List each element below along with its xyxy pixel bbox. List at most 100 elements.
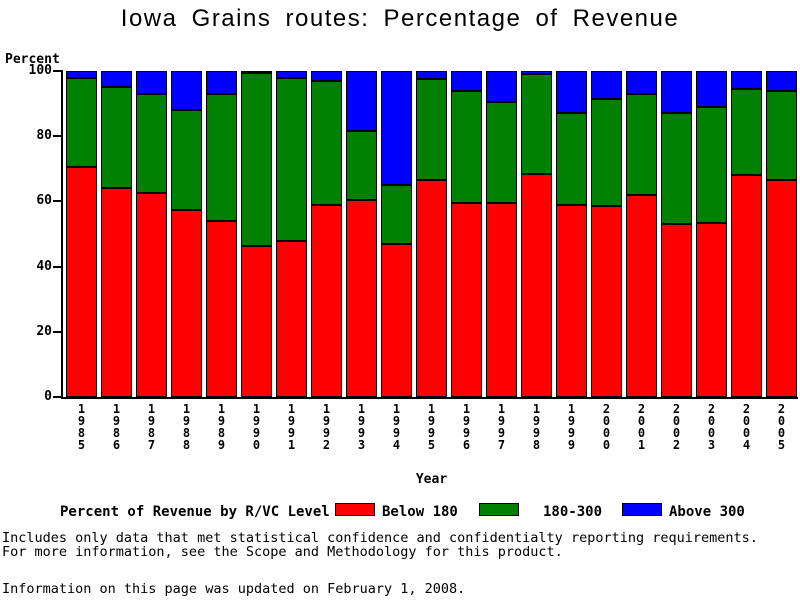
bar-segment-1992-180-300 (311, 80, 342, 205)
bar-1986 (101, 71, 132, 397)
y-tick-mark (53, 135, 61, 138)
x-tick-label-1985: 1 9 8 5 (77, 402, 86, 452)
bar-segment-1991-below-180 (276, 240, 307, 397)
legend-swatch-above-300 (622, 503, 662, 516)
bar-1993 (346, 71, 377, 397)
bar-1989 (206, 71, 237, 397)
bar-1994 (381, 71, 412, 397)
bar-2004 (731, 71, 762, 397)
bar-segment-2002-180-300 (661, 113, 692, 225)
bar-segment-1998-above-300 (521, 71, 552, 75)
bar-segment-1989-above-300 (206, 71, 237, 94)
bar-segment-1986-180-300 (101, 87, 132, 189)
bar-segment-1994-below-180 (381, 243, 412, 397)
x-tick-label-1997: 1 9 9 7 (497, 402, 506, 452)
bar-1999 (556, 71, 587, 397)
x-tick-label-2001: 2 0 0 1 (637, 402, 646, 452)
bar-segment-1999-above-300 (556, 71, 587, 114)
bar-segment-1995-180-300 (416, 79, 447, 181)
legend-swatch-180-300 (479, 503, 519, 516)
bar-segment-1987-below-180 (136, 193, 167, 397)
bar-segment-2002-below-180 (661, 224, 692, 397)
x-tick-label-1998: 1 9 9 8 (532, 402, 541, 452)
bar-segment-1987-180-300 (136, 93, 167, 194)
bar-segment-2005-below-180 (766, 180, 797, 397)
bar-segment-1988-above-300 (171, 71, 202, 111)
y-tick-label: 100 (28, 63, 52, 78)
x-tick-label-2002: 2 0 0 2 (672, 402, 681, 452)
x-tick-label-1999: 1 9 9 9 (567, 402, 576, 452)
bar-segment-1989-below-180 (206, 220, 237, 397)
x-axis-tick-labels: 1 9 8 5 1 9 8 6 1 9 8 7 1 9 8 8 1 9 8 9 1 9 9… (66, 403, 797, 451)
bar-segment-1996-below-180 (451, 203, 482, 397)
bar-segment-1998-below-180 (521, 173, 552, 397)
x-tick-label-1995: 1 9 9 5 (427, 402, 436, 452)
y-axis-title: Percent (5, 52, 60, 67)
bar-segment-1988-below-180 (171, 209, 202, 397)
chart-title: Iowa Grains routes: Percentage of Revenu… (120, 5, 680, 32)
bar-2003 (696, 71, 727, 397)
y-tick-label: 60 (36, 193, 52, 209)
bar-segment-2003-above-300 (696, 71, 727, 107)
bar-segment-1998-180-300 (521, 74, 552, 174)
bar-segment-1986-above-300 (101, 71, 132, 88)
bar-1991 (276, 71, 307, 397)
updated-note: Information on this page was updated on … (2, 581, 466, 597)
bar-segment-1990-below-180 (241, 245, 272, 397)
bar-segment-2005-180-300 (766, 90, 797, 181)
bar-segment-2000-above-300 (591, 71, 622, 99)
bar-segment-1996-above-300 (451, 71, 482, 91)
bar-segment-1985-180-300 (66, 77, 97, 168)
bar-segment-1992-above-300 (311, 71, 342, 81)
bar-segment-1987-above-300 (136, 71, 167, 94)
bar-segment-1985-above-300 (66, 71, 97, 78)
bar-segment-1996-180-300 (451, 90, 482, 204)
bar-2002 (661, 71, 692, 397)
legend-title: Percent of Revenue by R/VC Level (60, 504, 330, 520)
bar-segment-1988-180-300 (171, 110, 202, 210)
bar-segment-1994-180-300 (381, 185, 412, 244)
bar-segment-1994-above-300 (381, 71, 412, 186)
x-tick-label-2005: 2 0 0 5 (777, 402, 786, 452)
y-tick-mark (53, 200, 61, 203)
x-tick-label-1989: 1 9 8 9 (217, 402, 226, 452)
bar-2001 (626, 71, 657, 397)
y-tick-label: 0 (44, 389, 52, 404)
bar-2005 (766, 71, 797, 397)
bar-segment-1991-180-300 (276, 77, 307, 241)
y-tick-mark (53, 396, 61, 398)
bar-segment-1990-180-300 (241, 73, 272, 246)
bar-segment-2001-above-300 (626, 71, 657, 94)
bar-segment-1997-above-300 (486, 71, 517, 102)
bar-1985 (66, 71, 97, 397)
bar-1987 (136, 71, 167, 397)
bar-segment-1993-above-300 (346, 71, 377, 132)
bar-segment-1986-below-180 (101, 188, 132, 397)
y-tick-label: 20 (36, 323, 52, 339)
bar-segment-2003-below-180 (696, 222, 727, 397)
bar-segment-2000-below-180 (591, 206, 622, 397)
legend-swatch-below-180 (335, 503, 375, 516)
bar-1997 (486, 71, 517, 397)
bar-2000 (591, 71, 622, 397)
bar-segment-1992-below-180 (311, 204, 342, 397)
y-tick-mark (53, 70, 61, 72)
bar-segment-1985-below-180 (66, 167, 97, 397)
y-tick-mark (53, 265, 61, 268)
bar-segment-2004-below-180 (731, 175, 762, 397)
bar-1995 (416, 71, 447, 397)
x-tick-label-1993: 1 9 9 3 (357, 402, 366, 452)
x-tick-label-1991: 1 9 9 1 (287, 402, 296, 452)
bar-1996 (451, 71, 482, 397)
bar-segment-1989-180-300 (206, 93, 237, 221)
bar-segment-2005-above-300 (766, 71, 797, 91)
bar-1990 (241, 71, 272, 397)
x-tick-label-1994: 1 9 9 4 (392, 402, 401, 452)
y-tick-label: 40 (36, 258, 52, 274)
bar-segment-2000-180-300 (591, 98, 622, 207)
x-tick-label-1987: 1 9 8 7 (147, 402, 156, 452)
bar-segment-2002-above-300 (661, 71, 692, 114)
bar-1992 (311, 71, 342, 397)
bar-segment-2001-180-300 (626, 93, 657, 195)
